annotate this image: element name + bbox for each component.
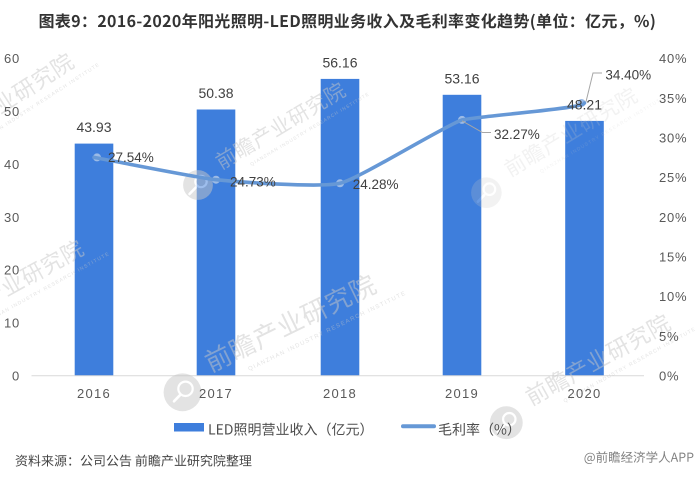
svg-text:40%: 40% (659, 51, 687, 66)
svg-text:24.73%: 24.73% (230, 175, 276, 190)
svg-text:2020: 2020 (567, 386, 601, 401)
svg-text:2018: 2018 (323, 386, 357, 401)
svg-text:25%: 25% (659, 170, 687, 185)
svg-text:2019: 2019 (445, 386, 479, 401)
svg-text:27.54%: 27.54% (108, 150, 154, 165)
svg-text:20: 20 (4, 263, 20, 278)
svg-text:53.16: 53.16 (444, 70, 479, 86)
svg-text:10%: 10% (659, 289, 687, 304)
svg-text:20%: 20% (659, 210, 687, 225)
svg-text:43.93: 43.93 (76, 119, 111, 135)
svg-text:34.40%: 34.40% (605, 68, 651, 83)
svg-text:15%: 15% (659, 250, 687, 265)
svg-text:56.16: 56.16 (322, 54, 357, 70)
svg-text:32.27%: 32.27% (494, 127, 540, 142)
svg-text:0%: 0% (659, 368, 679, 383)
svg-text:35%: 35% (659, 91, 687, 106)
svg-text:30: 30 (4, 210, 20, 225)
svg-text:40: 40 (4, 157, 20, 172)
svg-text:24.28%: 24.28% (353, 177, 399, 192)
svg-text:0: 0 (12, 368, 20, 383)
svg-text:48.21: 48.21 (567, 96, 602, 112)
svg-text:30%: 30% (659, 131, 687, 146)
svg-text:2017: 2017 (199, 386, 233, 401)
svg-text:60: 60 (4, 51, 20, 66)
svg-text:50.38: 50.38 (198, 85, 233, 101)
svg-text:10: 10 (4, 316, 20, 331)
svg-text:2016: 2016 (77, 386, 111, 401)
svg-text:5%: 5% (659, 329, 679, 344)
svg-text:50: 50 (4, 104, 20, 119)
